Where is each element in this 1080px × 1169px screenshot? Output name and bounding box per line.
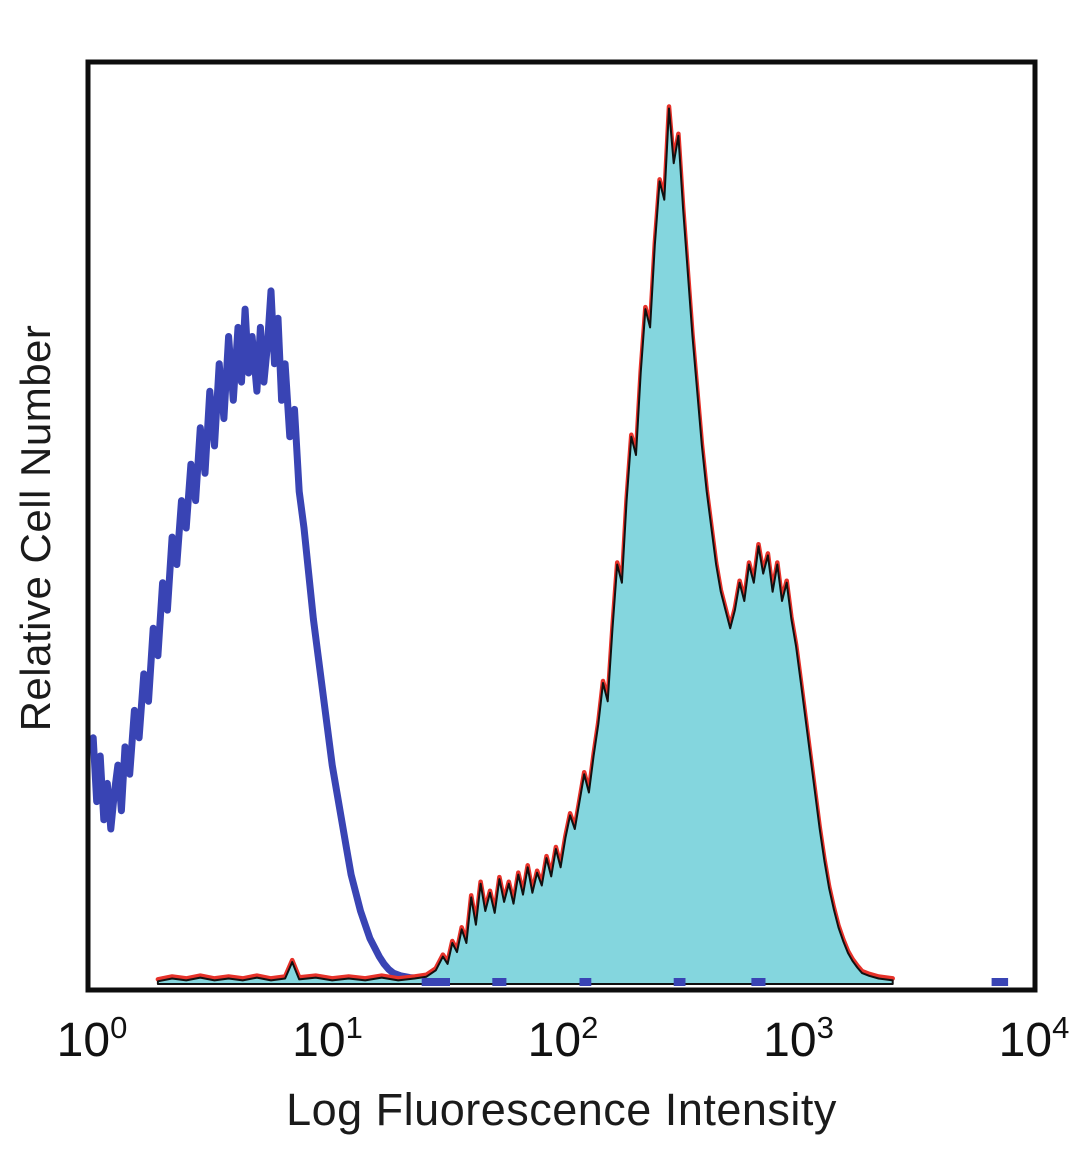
- control-baseline-mark: [673, 978, 686, 986]
- x-tick-label-10e4: 104: [999, 1010, 1070, 1067]
- x-tick-label-10e2: 102: [528, 1010, 599, 1067]
- control-baseline-mark: [991, 978, 1009, 986]
- control-baseline-mark: [751, 978, 766, 986]
- control-baseline-mark: [492, 978, 507, 986]
- control-baseline-mark: [421, 978, 450, 986]
- x-tick-label-10e3: 103: [763, 1010, 834, 1067]
- x-tick-label-10e0: 100: [57, 1010, 128, 1067]
- x-axis-label: Log Fluorescence Intensity: [286, 1084, 837, 1135]
- unstained-control-open-histogram-trace: [89, 287, 440, 983]
- y-axis-label: Relative Cell Number: [12, 324, 59, 732]
- control-baseline-mark: [579, 978, 592, 986]
- stained-sample-filled-histogram-filled-area: [156, 107, 894, 985]
- x-tick-label-10e1: 101: [292, 1010, 363, 1067]
- axis-frame: [85, 59, 1038, 993]
